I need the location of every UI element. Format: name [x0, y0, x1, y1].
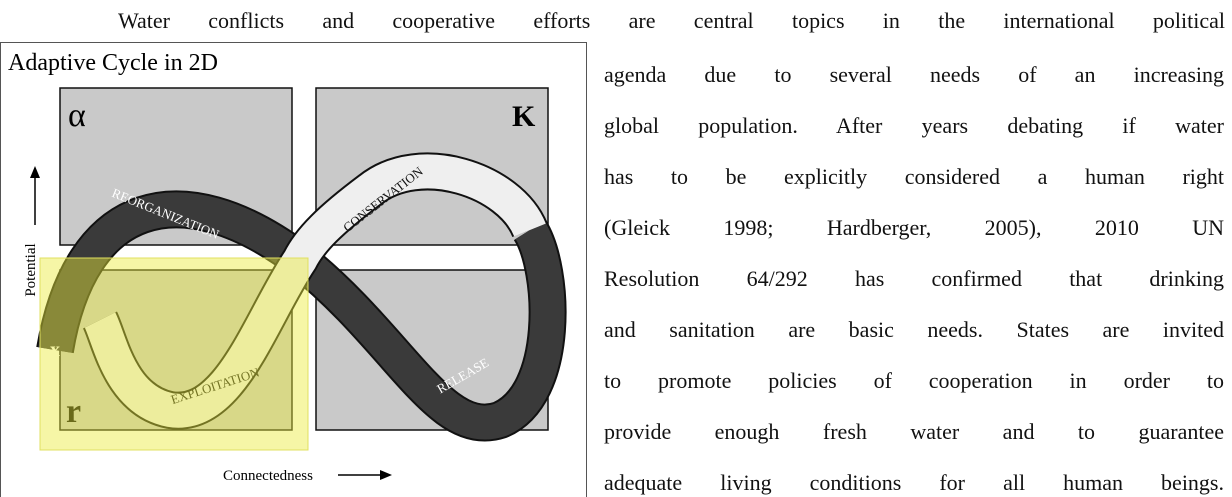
y-axis-label: Potential	[23, 243, 39, 296]
paragraph-line: to promote policies of cooperation in or…	[604, 368, 1224, 394]
selection-highlight	[40, 258, 308, 450]
paragraph-line: has to be explicitly considered a human …	[604, 164, 1224, 190]
paragraph-line: Resolution 64/292 has confirmed that dri…	[604, 266, 1224, 292]
figure: Adaptive Cycle in 2D α K r Ω REORGANIZAT…	[0, 0, 588, 497]
paragraph-line: adequate living conditions for all human…	[604, 470, 1224, 496]
paragraph-line: provide enough fresh water and to guaran…	[604, 419, 1224, 445]
paragraph-line: (Gleick 1998; Hardberger, 2005), 2010 UN	[604, 215, 1224, 241]
quadrant-label: K	[512, 100, 536, 133]
paragraph-line: global population. After years debating …	[604, 113, 1224, 139]
quadrant-label: α	[68, 97, 86, 134]
page: Water conflicts and cooperative efforts …	[0, 0, 1232, 497]
figure-title: Adaptive Cycle in 2D	[8, 50, 218, 76]
paragraph-line: and sanitation are basic needs. States a…	[604, 317, 1224, 343]
paragraph-line: agenda due to several needs of an increa…	[604, 62, 1224, 88]
x-axis-label: Connectedness	[223, 468, 313, 484]
